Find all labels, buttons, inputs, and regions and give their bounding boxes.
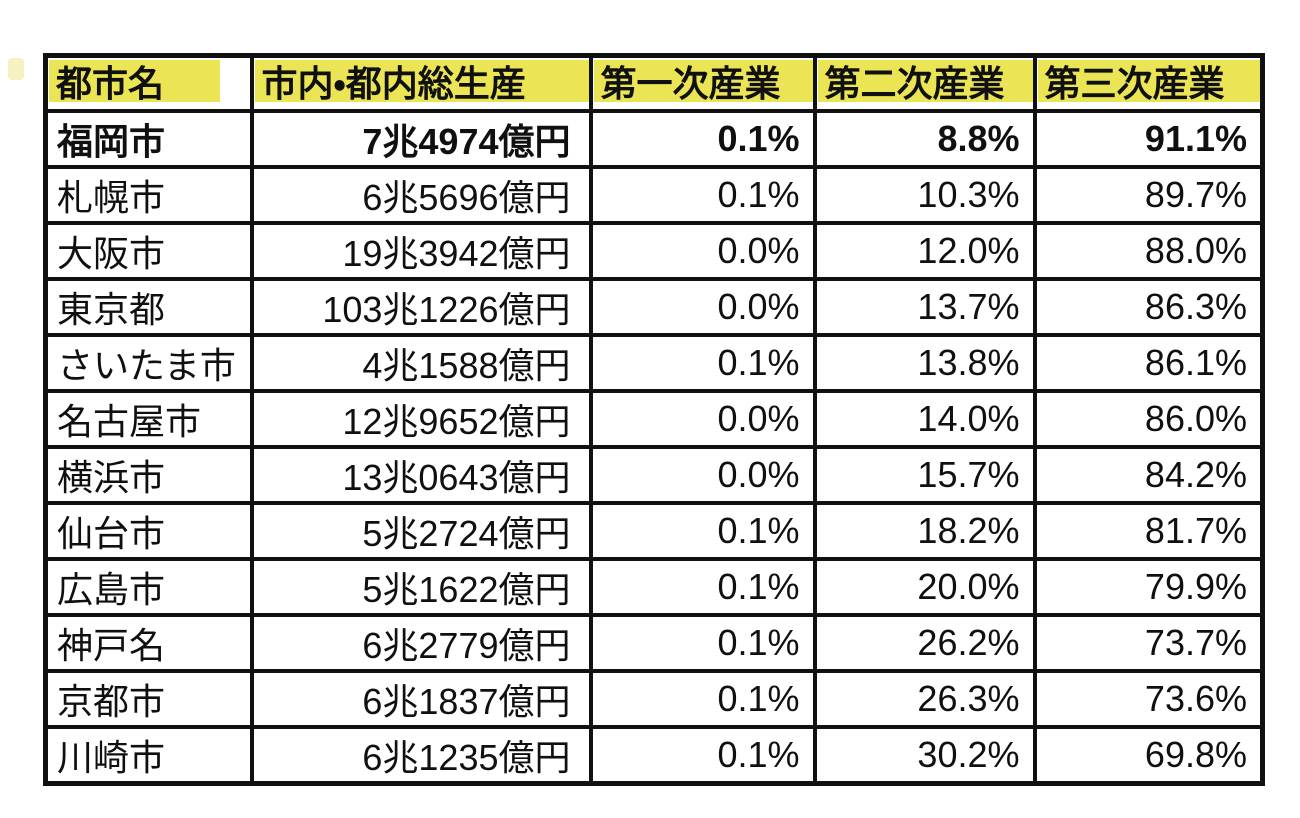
header-highlight [1038,60,1259,102]
primary-industry-cell: 0.1% [588,165,817,225]
table-row: 札幌市 6兆5696億円 0.1% 10.3% 89.7% [43,165,1265,225]
header-gdp: 市内・都内総生産 [249,53,593,113]
primary-industry-cell: 0.0% [588,445,817,505]
table-header-row: 都市名 市内・都内総生産 第一次産業 第二次産業 第三次産業 [43,53,1265,113]
tertiary-industry-cell: 73.7% [1032,613,1265,673]
secondary-industry-cell: 26.3% [812,669,1037,729]
secondary-industry-cell: 12.0% [812,221,1037,281]
header-highlight [594,60,811,102]
tertiary-industry-cell: 88.0% [1032,221,1265,281]
tertiary-industry-cell: 89.7% [1032,165,1265,225]
tertiary-industry-cell: 73.6% [1032,669,1265,729]
table-row: 広島市 5兆1622億円 0.1% 20.0% 79.9% [43,557,1265,617]
gdp-cell: 6兆1235億円 [249,725,593,786]
header-primary-industry: 第一次産業 [588,53,817,113]
city-cell: 大阪市 [43,221,254,281]
primary-industry-cell: 0.0% [588,221,817,281]
table-row: 東京都 103兆1226億円 0.0% 13.7% 86.3% [43,277,1265,337]
tertiary-industry-cell: 84.2% [1032,445,1265,505]
table-row: 名古屋市 12兆9652億円 0.0% 14.0% 86.0% [43,389,1265,449]
table-row: 福岡市 7兆4974億円 0.1% 8.8% 91.1% [43,109,1265,169]
primary-industry-cell: 0.1% [588,669,817,729]
city-cell: 神戸名 [43,613,254,673]
header-tertiary-industry: 第三次産業 [1032,53,1265,113]
gdp-cell: 6兆1837億円 [249,669,593,729]
primary-industry-cell: 0.1% [588,557,817,617]
secondary-industry-cell: 20.0% [812,557,1037,617]
gdp-cell: 6兆5696億円 [249,165,593,225]
gdp-cell: 5兆2724億円 [249,501,593,561]
tertiary-industry-cell: 86.0% [1032,389,1265,449]
header-highlight [49,60,220,102]
city-cell: 京都市 [43,669,254,729]
city-cell: 仙台市 [43,501,254,561]
primary-industry-cell: 0.0% [588,389,817,449]
tertiary-industry-cell: 91.1% [1032,109,1265,169]
header-city: 都市名 [43,53,254,113]
secondary-industry-cell: 10.3% [812,165,1037,225]
primary-industry-cell: 0.0% [588,277,817,337]
table-row: さいたま市 4兆1588億円 0.1% 13.8% 86.1% [43,333,1265,393]
primary-industry-cell: 0.1% [588,333,817,393]
city-cell: 広島市 [43,557,254,617]
city-cell: 札幌市 [43,165,254,225]
tertiary-industry-cell: 81.7% [1032,501,1265,561]
city-cell: 横浜市 [43,445,254,505]
stray-yellow-mark [8,58,24,80]
table-row: 京都市 6兆1837億円 0.1% 26.3% 73.6% [43,669,1265,729]
header-highlight [818,60,1031,102]
tertiary-industry-cell: 86.1% [1032,333,1265,393]
primary-industry-cell: 0.1% [588,501,817,561]
table-row: 神戸名 6兆2779億円 0.1% 26.2% 73.7% [43,613,1265,673]
header-tertiary-label: 第三次産業 [1044,63,1225,104]
tertiary-industry-cell: 69.8% [1032,725,1265,786]
gdp-cell: 4兆1588億円 [249,333,593,393]
gdp-cell: 12兆9652億円 [249,389,593,449]
table-row: 川崎市 6兆1235億円 0.1% 30.2% 69.8% [43,725,1265,786]
table-row: 横浜市 13兆0643億円 0.0% 15.7% 84.2% [43,445,1265,505]
header-gdp-label: 市内・都内総生産 [261,63,526,104]
gdp-cell: 7兆4974億円 [249,109,593,169]
gdp-cell: 5兆1622億円 [249,557,593,617]
table-row: 仙台市 5兆2724億円 0.1% 18.2% 81.7% [43,501,1265,561]
city-cell: 東京都 [43,277,254,337]
table-row: 大阪市 19兆3942億円 0.0% 12.0% 88.0% [43,221,1265,281]
city-gdp-industry-table: 都市名 市内・都内総生産 第一次産業 第二次産業 第三次産業 [43,53,1265,786]
header-secondary-label: 第二次産業 [824,63,1005,104]
secondary-industry-cell: 18.2% [812,501,1037,561]
primary-industry-cell: 0.1% [588,613,817,673]
secondary-industry-cell: 15.7% [812,445,1037,505]
primary-industry-cell: 0.1% [588,725,817,786]
city-cell: 名古屋市 [43,389,254,449]
secondary-industry-cell: 30.2% [812,725,1037,786]
secondary-industry-cell: 14.0% [812,389,1037,449]
secondary-industry-cell: 26.2% [812,613,1037,673]
header-city-label: 都市名 [56,63,165,104]
gdp-cell: 103兆1226億円 [249,277,593,337]
tertiary-industry-cell: 86.3% [1032,277,1265,337]
secondary-industry-cell: 13.8% [812,333,1037,393]
city-cell: 川崎市 [43,725,254,786]
gdp-cell: 13兆0643億円 [249,445,593,505]
gdp-cell: 6兆2779億円 [249,613,593,673]
header-highlight [255,60,587,102]
header-secondary-industry: 第二次産業 [812,53,1037,113]
secondary-industry-cell: 13.7% [812,277,1037,337]
primary-industry-cell: 0.1% [588,109,817,169]
tertiary-industry-cell: 79.9% [1032,557,1265,617]
gdp-cell: 19兆3942億円 [249,221,593,281]
city-cell: さいたま市 [43,333,254,393]
header-primary-label: 第一次産業 [600,63,781,104]
table-body: 福岡市 7兆4974億円 0.1% 8.8% 91.1% 札幌市 6兆5696億… [43,109,1265,786]
city-cell: 福岡市 [43,109,254,169]
secondary-industry-cell: 8.8% [812,109,1037,169]
